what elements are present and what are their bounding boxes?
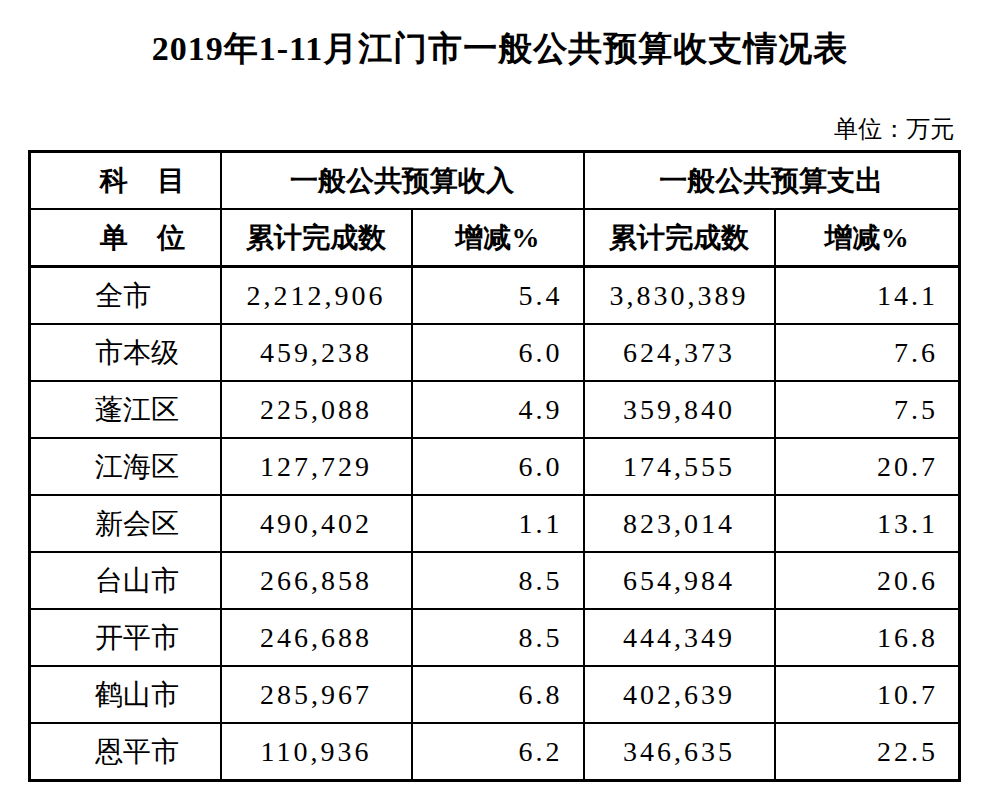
header-expenditure-group: 一般公共预算支出 bbox=[584, 152, 960, 210]
table-row: 台山市 266,858 8.5 654,984 20.6 bbox=[30, 552, 960, 609]
table-row: 江海区 127,729 6.0 174,555 20.7 bbox=[30, 438, 960, 495]
income-value-cell: 490,402 bbox=[221, 495, 412, 552]
expenditure-change-cell: 10.7 bbox=[775, 666, 960, 723]
table-header-group-row: 科目 一般公共预算收入 一般公共预算支出 bbox=[30, 152, 960, 210]
expenditure-change-cell: 7.5 bbox=[775, 381, 960, 438]
expenditure-value-cell: 823,014 bbox=[584, 495, 775, 552]
region-name-cell: 蓬江区 bbox=[30, 381, 221, 438]
table-row: 全市 2,212,906 5.4 3,830,389 14.1 bbox=[30, 267, 960, 325]
income-change-cell: 6.0 bbox=[412, 438, 584, 495]
region-name-cell: 市本级 bbox=[30, 324, 221, 381]
expenditure-value-cell: 346,635 bbox=[584, 723, 775, 781]
expenditure-value-cell: 624,373 bbox=[584, 324, 775, 381]
income-change-cell: 8.5 bbox=[412, 609, 584, 666]
table-header-sub-row: 单位 累计完成数 增减% 累计完成数 增减% bbox=[30, 209, 960, 267]
expenditure-value-cell: 3,830,389 bbox=[584, 267, 775, 325]
income-change-cell: 6.2 bbox=[412, 723, 584, 781]
income-change-cell: 6.8 bbox=[412, 666, 584, 723]
income-change-cell: 4.9 bbox=[412, 381, 584, 438]
header-income-group: 一般公共预算收入 bbox=[221, 152, 584, 210]
expenditure-change-cell: 13.1 bbox=[775, 495, 960, 552]
expenditure-value-cell: 444,349 bbox=[584, 609, 775, 666]
table-row: 新会区 490,402 1.1 823,014 13.1 bbox=[30, 495, 960, 552]
region-name-cell: 全市 bbox=[30, 267, 221, 325]
expenditure-value-cell: 174,555 bbox=[584, 438, 775, 495]
header-expenditure-change: 增减% bbox=[775, 209, 960, 267]
header-expenditure-cumulative: 累计完成数 bbox=[584, 209, 775, 267]
region-name-cell: 鹤山市 bbox=[30, 666, 221, 723]
expenditure-change-cell: 14.1 bbox=[775, 267, 960, 325]
budget-table: 科目 一般公共预算收入 一般公共预算支出 单位 累计完成数 增减% 累计完成数 … bbox=[28, 150, 961, 782]
header-income-change: 增减% bbox=[412, 209, 584, 267]
table-row: 开平市 246,688 8.5 444,349 16.8 bbox=[30, 609, 960, 666]
income-change-cell: 8.5 bbox=[412, 552, 584, 609]
table-row: 恩平市 110,936 6.2 346,635 22.5 bbox=[30, 723, 960, 781]
region-name-cell: 恩平市 bbox=[30, 723, 221, 781]
income-change-cell: 6.0 bbox=[412, 324, 584, 381]
expenditure-value-cell: 359,840 bbox=[584, 381, 775, 438]
header-subject: 科目 bbox=[30, 152, 221, 210]
table-row: 蓬江区 225,088 4.9 359,840 7.5 bbox=[30, 381, 960, 438]
header-unit: 单位 bbox=[30, 209, 221, 267]
region-name-cell: 江海区 bbox=[30, 438, 221, 495]
region-name-cell: 台山市 bbox=[30, 552, 221, 609]
income-value-cell: 246,688 bbox=[221, 609, 412, 666]
expenditure-change-cell: 22.5 bbox=[775, 723, 960, 781]
unit-note: 单位：万元 bbox=[28, 112, 954, 146]
header-income-cumulative: 累计完成数 bbox=[221, 209, 412, 267]
expenditure-change-cell: 20.7 bbox=[775, 438, 960, 495]
income-value-cell: 110,936 bbox=[221, 723, 412, 781]
income-change-cell: 5.4 bbox=[412, 267, 584, 325]
expenditure-value-cell: 654,984 bbox=[584, 552, 775, 609]
expenditure-value-cell: 402,639 bbox=[584, 666, 775, 723]
region-name-cell: 新会区 bbox=[30, 495, 221, 552]
table-row: 鹤山市 285,967 6.8 402,639 10.7 bbox=[30, 666, 960, 723]
expenditure-change-cell: 20.6 bbox=[775, 552, 960, 609]
region-name-cell: 开平市 bbox=[30, 609, 221, 666]
expenditure-change-cell: 16.8 bbox=[775, 609, 960, 666]
table-row: 市本级 459,238 6.0 624,373 7.6 bbox=[30, 324, 960, 381]
income-value-cell: 225,088 bbox=[221, 381, 412, 438]
income-value-cell: 2,212,906 bbox=[221, 267, 412, 325]
income-value-cell: 266,858 bbox=[221, 552, 412, 609]
income-value-cell: 285,967 bbox=[221, 666, 412, 723]
expenditure-change-cell: 7.6 bbox=[775, 324, 960, 381]
page-title: 2019年1-11月江门市一般公共预算收支情况表 bbox=[0, 0, 1000, 72]
page: 2019年1-11月江门市一般公共预算收支情况表 单位：万元 科目 一般公共预算… bbox=[0, 0, 1000, 797]
income-value-cell: 459,238 bbox=[221, 324, 412, 381]
income-value-cell: 127,729 bbox=[221, 438, 412, 495]
income-change-cell: 1.1 bbox=[412, 495, 584, 552]
